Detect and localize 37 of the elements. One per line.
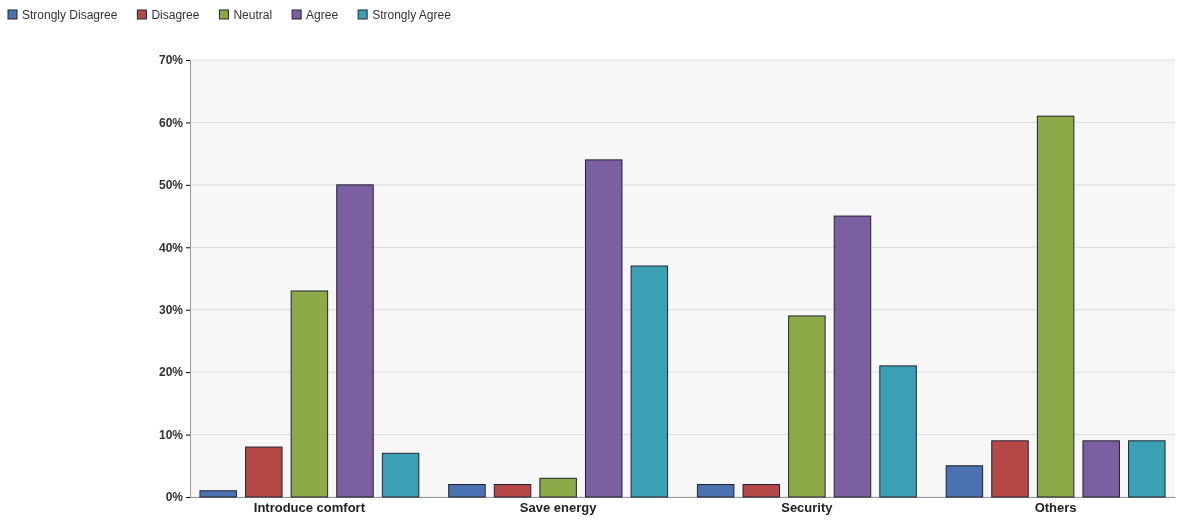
legend-label: Neutral xyxy=(233,8,273,22)
legend-label: Strongly Disagree xyxy=(22,8,118,22)
bar xyxy=(945,465,984,498)
bar xyxy=(991,440,1029,498)
y-tick-label: 0% xyxy=(165,490,184,505)
x-tick-label: Others xyxy=(1034,499,1077,515)
bar xyxy=(199,490,237,498)
bar xyxy=(696,484,735,498)
legend-label: Strongly Agree xyxy=(372,8,452,22)
bar xyxy=(788,315,826,498)
bar xyxy=(1128,440,1166,498)
bar xyxy=(584,159,623,498)
legend-label: Disagree xyxy=(151,8,200,22)
y-tick-label: 40% xyxy=(158,240,184,255)
bar xyxy=(381,452,420,498)
y-tick-label: 30% xyxy=(158,303,184,318)
y-tick-label: 60% xyxy=(158,115,184,130)
bar xyxy=(879,365,917,498)
x-tick-label: Save energy xyxy=(519,499,598,515)
y-tick-label: 50% xyxy=(158,178,184,193)
bar xyxy=(1082,440,1120,498)
bar xyxy=(245,446,283,498)
legend-label: Agree xyxy=(306,8,339,22)
y-tick-label: 20% xyxy=(158,365,184,380)
bar xyxy=(448,484,486,498)
bar xyxy=(493,484,532,498)
bar xyxy=(336,184,374,498)
bar xyxy=(290,290,329,498)
bar xyxy=(630,265,669,498)
bar xyxy=(539,477,577,498)
bar xyxy=(1036,115,1075,498)
y-tick-label: 10% xyxy=(158,427,184,442)
y-tick-label: 70% xyxy=(158,53,184,68)
bar xyxy=(742,484,781,498)
x-tick-label: Introduce comfort xyxy=(253,499,366,515)
bar xyxy=(833,215,872,498)
x-tick-label: Security xyxy=(781,499,834,515)
